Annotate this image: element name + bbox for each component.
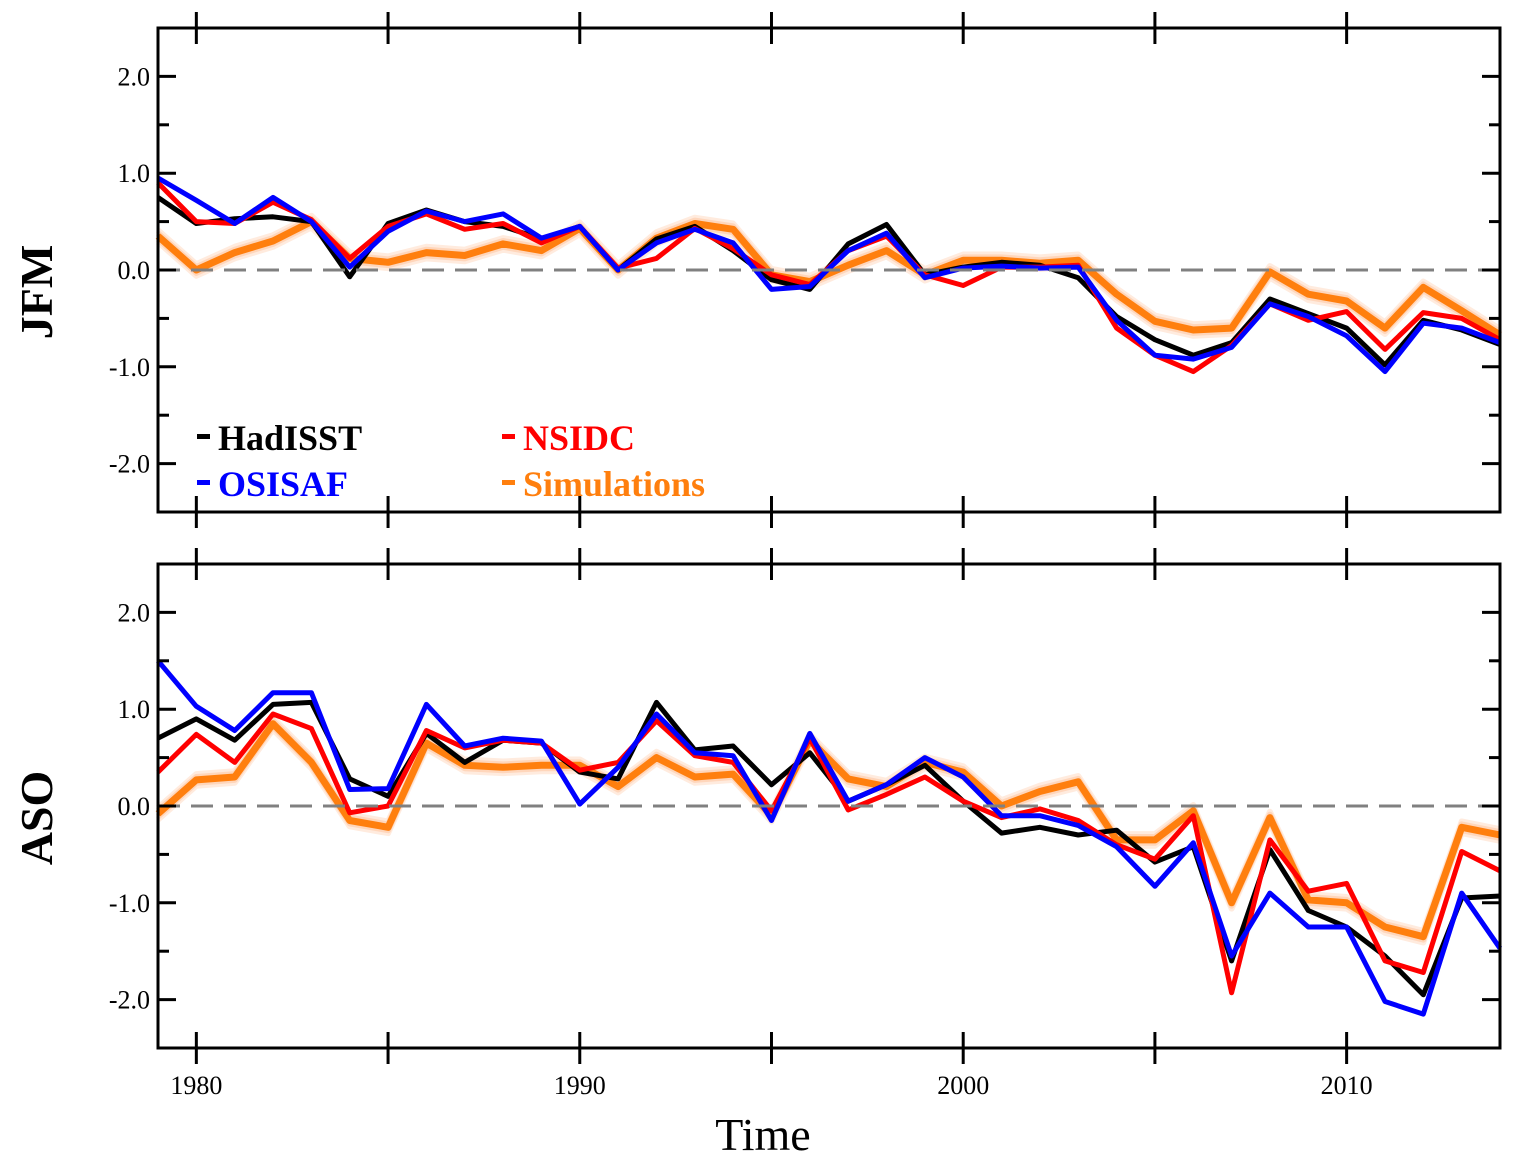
aso-simulations-band <box>156 714 1501 946</box>
aso-y-tick-label: 1.0 <box>118 695 151 724</box>
legend-label-osisaf: OSISAF <box>218 464 348 504</box>
aso-y-axis-label: ASO <box>11 771 62 866</box>
legend-swatch-simulations <box>502 480 515 485</box>
aso-series-osisaf-line <box>156 659 1503 1017</box>
legend: HadISST NSIDC OSISAF Simulations <box>197 418 705 504</box>
jfm-y-tick-label: -1.0 <box>109 353 150 382</box>
jfm-panel: 2.0 1.0 0.0 -1.0 -2.0 JFM HadISST NSIDC OSIS… <box>11 12 1502 528</box>
aso-y-tick-label: -1.0 <box>109 889 150 918</box>
legend-swatch-osisaf <box>197 480 210 485</box>
jfm-y-tick-label: 0.0 <box>118 256 151 285</box>
jfm-series-lines <box>155 175 1502 375</box>
jfm-simulations-band <box>156 212 1502 344</box>
jfm-axes: 2.0 1.0 0.0 -1.0 -2.0 <box>109 12 1502 528</box>
x-tick-label-2000: 2000 <box>937 1071 989 1100</box>
x-axis-label: Time <box>715 1109 810 1160</box>
aso-axes: 2.0 1.0 0.0 -1.0 -2.0 <box>109 548 1502 1064</box>
legend-swatch-hadisst <box>197 434 210 439</box>
aso-series-simulations-line <box>155 720 1501 941</box>
x-tick-label-2010: 2010 <box>1321 1071 1373 1100</box>
aso-panel: 2.0 1.0 0.0 -1.0 -2.0 ASO <box>11 548 1503 1064</box>
x-tick-label-1990: 1990 <box>554 1071 606 1100</box>
jfm-y-tick-label: -2.0 <box>109 450 150 479</box>
legend-label-hadisst: HadISST <box>218 418 362 458</box>
aso-series-lines <box>155 659 1503 1017</box>
x-tick-labels: 1980 1990 2000 2010 <box>170 1071 1372 1100</box>
aso-y-tick-label: -2.0 <box>109 986 150 1015</box>
legend-swatch-nsidc <box>502 434 515 439</box>
jfm-y-axis-label: JFM <box>11 245 62 340</box>
jfm-y-tick-label: 2.0 <box>118 62 151 91</box>
legend-label-nsidc: NSIDC <box>523 418 635 458</box>
aso-y-tick-label: 0.0 <box>118 792 151 821</box>
legend-label-simulations: Simulations <box>523 464 705 504</box>
aso-y-tick-label: 2.0 <box>118 598 151 627</box>
aso-series-hadisst-line <box>156 699 1501 998</box>
jfm-series-simulations-line <box>155 218 1502 338</box>
jfm-simulations-member-0 <box>156 224 1502 344</box>
x-tick-label-1980: 1980 <box>170 1071 222 1100</box>
aso-series-nsidc-line <box>156 711 1502 996</box>
jfm-y-tick-label: 1.0 <box>118 159 151 188</box>
